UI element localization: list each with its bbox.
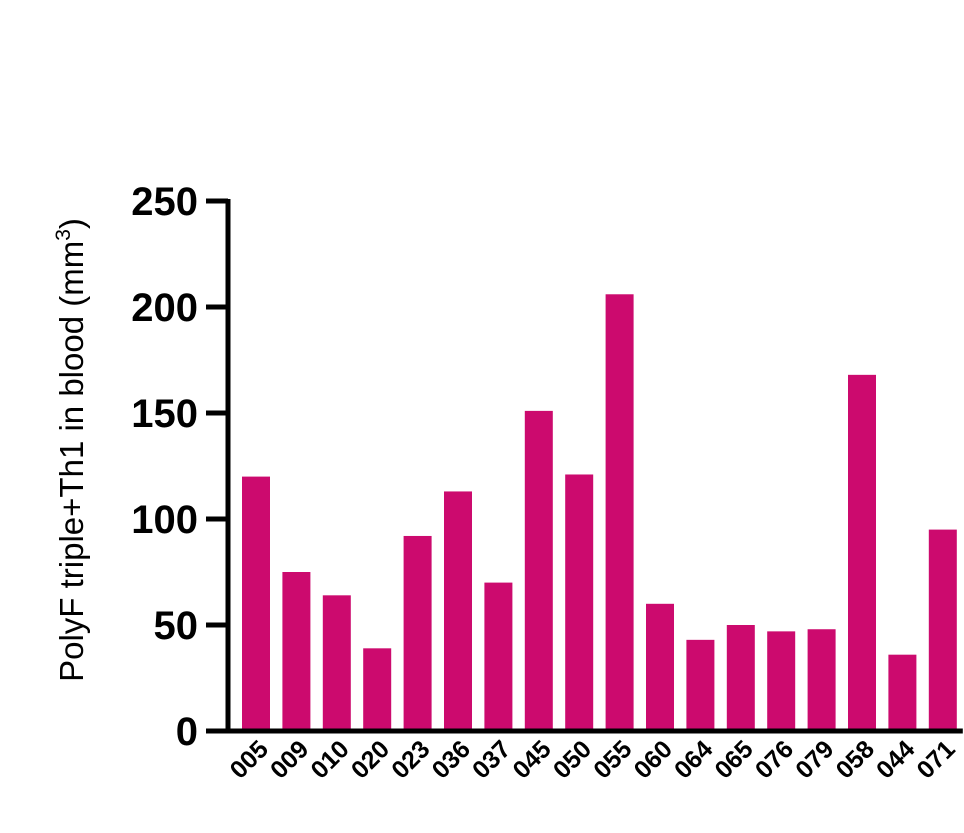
x-tick-label-079: 079 (790, 735, 839, 784)
y-tick-label: 250 (131, 180, 198, 224)
y-tick-label: 0 (176, 710, 198, 754)
y-ticks-group: 0 50 100 150 200 250 (131, 180, 228, 754)
bar-065 (726, 625, 755, 731)
x-tick-label-060: 060 (629, 735, 678, 784)
bar-050 (565, 474, 594, 731)
y-tick-label: 50 (154, 604, 199, 648)
y-tick-label: 200 (131, 286, 198, 330)
x-tick-label-071: 071 (911, 735, 960, 784)
axes-group (225, 199, 963, 734)
bar-058 (848, 374, 876, 731)
bar-055 (605, 294, 634, 731)
bar-044 (888, 654, 917, 731)
bar-071 (928, 529, 957, 731)
x-tick-label-023: 023 (386, 735, 435, 784)
x-tick-label-064: 064 (669, 735, 718, 784)
x-tick-label-005: 005 (225, 735, 274, 784)
bar-020 (363, 648, 392, 731)
y-axis-label-superscript: 3 (52, 229, 75, 241)
bar-060 (646, 603, 674, 731)
x-tick-label-044: 044 (871, 735, 920, 784)
bar-023 (403, 535, 432, 731)
bar-064 (686, 639, 715, 731)
bars-group (242, 294, 957, 731)
bar-079 (807, 629, 836, 731)
x-tick-label-020: 020 (346, 735, 395, 784)
x-tick-label-065: 065 (709, 735, 758, 784)
y-axis-label: PolyF triple+Th1 in blood (mm3) (52, 218, 90, 682)
bar-036 (444, 491, 472, 731)
y-tick-label: 150 (131, 392, 198, 436)
x-tick-label-037: 037 (467, 735, 516, 784)
x-tick-label-045: 045 (507, 735, 556, 784)
x-tick-label-050: 050 (548, 735, 597, 784)
x-tick-label-009: 009 (265, 735, 314, 784)
bar-076 (767, 631, 796, 731)
bar-005 (242, 476, 270, 731)
bar-009 (282, 572, 311, 731)
y-axis-label-main: PolyF triple+Th1 in blood (mm (53, 241, 90, 682)
bar-010 (322, 595, 351, 731)
x-tick-label-036: 036 (427, 735, 476, 784)
x-tick-label-076: 076 (750, 735, 799, 784)
x-ticks-group: 0050090100200230360370450500550600640650… (225, 735, 961, 784)
bar-037 (484, 582, 513, 731)
x-tick-label-010: 010 (305, 735, 354, 784)
bar-045 (524, 410, 553, 731)
x-tick-label-055: 055 (588, 735, 637, 784)
y-axis-label-suffix: ) (53, 218, 90, 229)
x-tick-label-058: 058 (831, 735, 880, 784)
y-tick-label: 100 (131, 498, 198, 542)
